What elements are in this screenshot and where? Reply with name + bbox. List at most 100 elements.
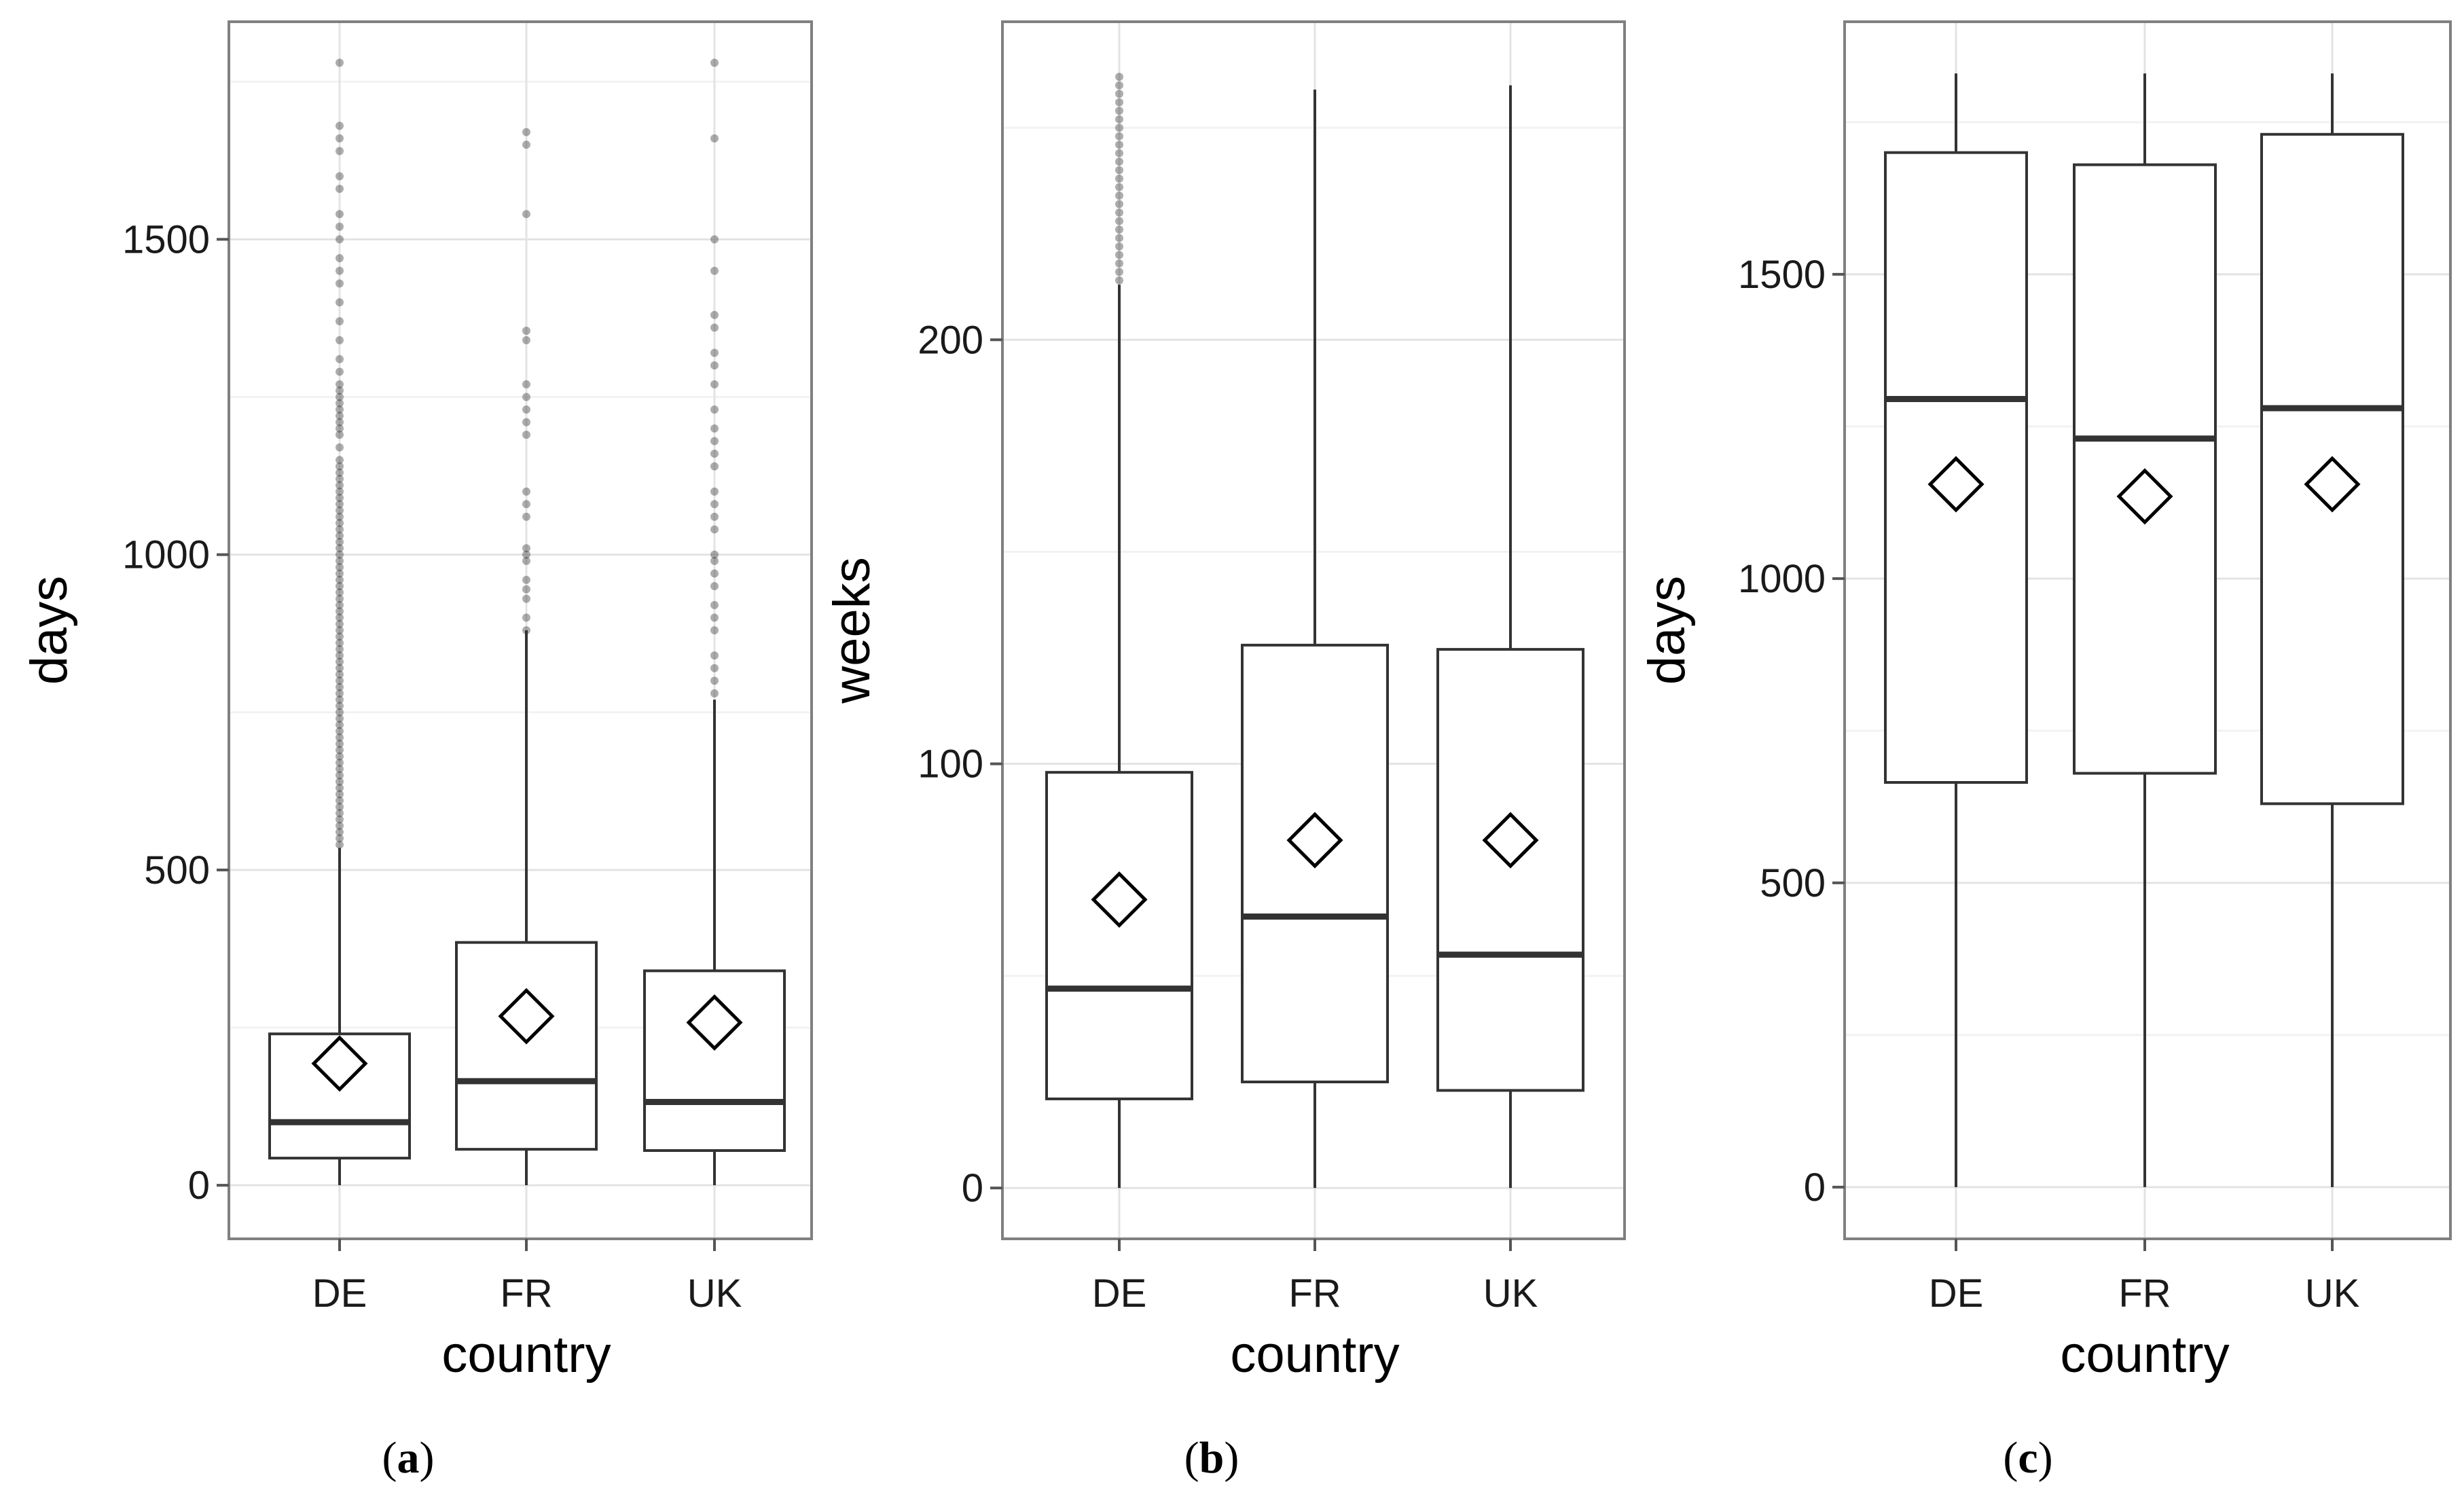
outlier-point — [710, 134, 719, 143]
outlier-point — [336, 443, 344, 452]
outlier-point — [1115, 234, 1123, 242]
outlier-point — [336, 418, 344, 427]
outlier-point — [336, 210, 344, 219]
mean-marker — [311, 1035, 368, 1092]
outlier-point — [710, 323, 719, 332]
outlier-point — [710, 689, 719, 698]
outlier-point — [336, 613, 344, 622]
outlier-point — [1115, 132, 1123, 141]
outlier-point — [1115, 107, 1123, 115]
y-tick-label: 1000 — [1738, 557, 1826, 601]
box-FR — [1241, 89, 1389, 1189]
y-tick-label: 500 — [1760, 861, 1826, 905]
outlier-point — [336, 746, 344, 755]
panel-c-y-axis-title: days — [1638, 576, 1696, 685]
outlier-point — [522, 405, 530, 414]
outlier-point — [710, 664, 719, 672]
mean-marker — [1091, 871, 1148, 928]
panel-a-marks — [268, 58, 786, 1186]
outlier-point — [336, 481, 344, 490]
outlier-point — [336, 815, 344, 824]
box-iqr — [455, 941, 598, 1151]
outlier-point — [336, 752, 344, 761]
box-iqr — [1436, 648, 1584, 1092]
outlier-point — [522, 500, 530, 509]
outlier-point — [336, 172, 344, 181]
outlier-point — [336, 475, 344, 484]
outlier-point — [336, 563, 344, 572]
outlier-point — [710, 266, 719, 275]
outlier-point — [1115, 124, 1123, 132]
outlier-point — [336, 802, 344, 811]
outlier-point — [522, 210, 530, 219]
outlier-point — [336, 689, 344, 698]
outlier-point — [336, 531, 344, 540]
outlier-point — [336, 556, 344, 565]
outlier-point — [336, 834, 344, 843]
outlier-point — [336, 619, 344, 628]
outlier-point — [336, 790, 344, 799]
outlier-point — [336, 254, 344, 263]
outlier-point — [336, 222, 344, 231]
outlier-point — [710, 424, 719, 433]
panel-b-y-ticks: 0 100 200 — [918, 318, 1002, 1210]
panel-c: 0 500 1000 1500 DE FR UK country days (c) — [1638, 20, 2452, 1483]
panel-b-x-ticks: DE FR UK — [1092, 1239, 1538, 1316]
outlier-point — [336, 134, 344, 143]
outlier-point — [1115, 90, 1123, 98]
y-tick-label: 0 — [962, 1166, 983, 1210]
outlier-point — [336, 456, 344, 465]
outlier-point — [1115, 115, 1123, 124]
outlier-point — [336, 727, 344, 736]
box-DE — [1045, 73, 1193, 1189]
outlier-point — [522, 556, 530, 565]
outlier-point — [710, 613, 719, 622]
outlier-point — [1115, 276, 1123, 285]
outlier-point — [336, 683, 344, 691]
outlier-point — [522, 380, 530, 388]
outlier-point — [336, 550, 344, 559]
outlier-point — [522, 575, 530, 584]
outlier-point — [710, 569, 719, 578]
panel-a-caption-letter: a — [397, 1433, 420, 1483]
outlier-point — [336, 695, 344, 704]
panel-c-caption: (c) — [2003, 1433, 2052, 1483]
mean-marker — [686, 994, 743, 1051]
outlier-point — [336, 380, 344, 388]
outlier-point — [710, 361, 719, 370]
outlier-point — [336, 840, 344, 849]
outlier-point — [522, 594, 530, 603]
outlier-point — [336, 525, 344, 534]
outlier-point — [336, 607, 344, 616]
outlier-point — [336, 721, 344, 729]
box-FR — [455, 128, 598, 1186]
outlier-point — [336, 487, 344, 496]
panel-b-caption: (b) — [1184, 1433, 1239, 1483]
outlier-point — [1115, 73, 1123, 82]
outlier-point — [336, 462, 344, 471]
panel-c-y-ticks: 0 500 1000 1500 — [1738, 253, 1845, 1210]
outlier-point — [336, 393, 344, 401]
outlier-point — [1115, 208, 1123, 217]
outlier-point — [336, 784, 344, 793]
outlier-point — [710, 550, 719, 559]
outlier-point — [336, 266, 344, 275]
outlier-point — [522, 487, 530, 496]
outlier-point — [336, 235, 344, 244]
outlier-point — [1115, 98, 1123, 107]
panel-c-x-axis-title: country — [2060, 1326, 2229, 1384]
outlier-point — [336, 424, 344, 433]
outlier-point — [336, 809, 344, 818]
x-tick-label: DE — [1092, 1271, 1147, 1316]
outlier-point — [336, 758, 344, 767]
outlier-point — [522, 626, 530, 634]
outlier-point — [1115, 259, 1123, 268]
outlier-point — [336, 494, 344, 503]
outlier-point — [522, 431, 530, 439]
outlier-point — [522, 512, 530, 521]
outlier-point — [336, 399, 344, 408]
outlier-point — [336, 638, 344, 647]
outlier-point — [336, 676, 344, 685]
outlier-point — [522, 544, 530, 553]
y-tick-label: 1500 — [122, 217, 210, 261]
